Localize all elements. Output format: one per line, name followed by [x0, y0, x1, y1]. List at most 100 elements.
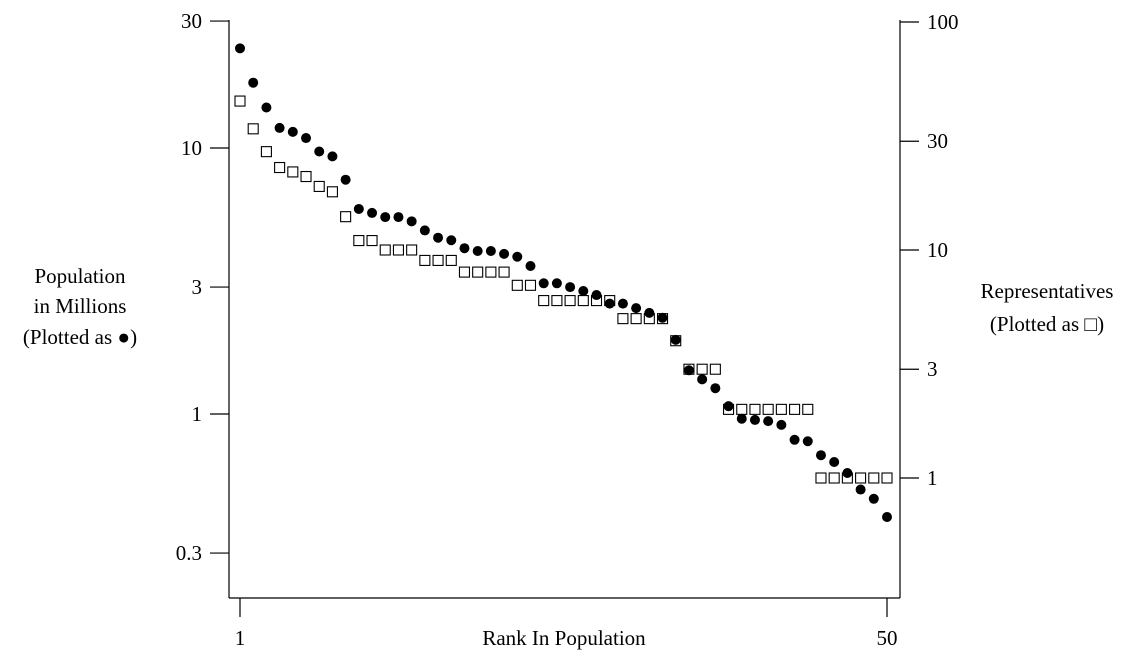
representatives-series	[234, 95, 893, 484]
population-point	[829, 457, 840, 468]
representatives-point	[868, 472, 880, 484]
population-point	[591, 290, 602, 301]
population-point	[868, 493, 879, 504]
left-axis-label-line-3: (Plotted as ●)	[23, 325, 137, 349]
population-point	[287, 126, 298, 137]
population-point	[551, 278, 562, 289]
population-point	[670, 334, 681, 345]
representatives-point	[300, 170, 312, 183]
population-point	[340, 174, 351, 185]
population-point	[815, 450, 826, 461]
x-tick-label: 50	[877, 626, 898, 650]
representatives-point	[736, 403, 748, 415]
representatives-point	[617, 313, 629, 325]
left-tick-label: 10	[181, 136, 202, 160]
right-tick-label: 1	[927, 466, 938, 490]
right-axis-ticks: 1 3 10 30 100	[900, 10, 959, 490]
population-point	[235, 43, 245, 54]
right-tick-label: 3	[927, 357, 938, 381]
representatives-point	[379, 244, 391, 256]
population-point	[763, 416, 774, 427]
population-point	[367, 207, 378, 218]
population-point	[419, 225, 430, 236]
population-point	[446, 235, 457, 246]
representatives-point	[775, 403, 787, 415]
representatives-point	[234, 95, 246, 107]
representatives-point	[881, 472, 893, 484]
population-point	[499, 248, 510, 259]
representatives-point	[696, 363, 708, 375]
population-series	[235, 43, 892, 522]
population-point	[459, 243, 470, 254]
population-point	[512, 251, 523, 262]
representatives-point	[498, 266, 510, 278]
representatives-point	[406, 244, 418, 256]
right-tick-label: 10	[927, 238, 948, 262]
x-tick-label: 1	[235, 626, 246, 650]
population-point	[644, 307, 655, 318]
representatives-point	[247, 123, 259, 135]
representatives-point	[392, 244, 404, 256]
left-axis-label: Population in Millions (Plotted as ●)	[23, 264, 137, 349]
population-point	[353, 203, 364, 214]
representatives-point	[366, 235, 378, 247]
population-point	[380, 212, 391, 223]
x-axis-ticks: 1 50	[235, 598, 898, 650]
x-axis-label: Rank In Population	[482, 626, 646, 650]
representatives-point	[828, 472, 840, 484]
representatives-point	[749, 403, 761, 415]
population-point	[776, 419, 787, 430]
representatives-point	[458, 266, 471, 278]
population-point	[433, 232, 444, 243]
population-point	[789, 434, 800, 445]
representatives-point	[260, 146, 272, 158]
population-point	[855, 484, 866, 495]
representatives-point	[340, 211, 352, 223]
right-tick-label: 30	[927, 129, 948, 153]
population-point	[683, 365, 694, 376]
population-point	[472, 245, 483, 256]
representatives-point	[538, 295, 550, 307]
representatives-point	[551, 295, 563, 307]
population-point	[604, 298, 615, 309]
representatives-point	[815, 472, 827, 484]
representatives-point	[762, 403, 774, 415]
left-axis-label-line-2: in Millions	[34, 294, 127, 318]
representatives-point	[419, 254, 431, 266]
population-point	[749, 414, 760, 425]
representatives-point	[524, 279, 537, 291]
population-point	[248, 77, 259, 88]
plot-frame	[228, 20, 901, 599]
representatives-point	[577, 295, 589, 307]
population-point	[710, 383, 721, 394]
representatives-point	[445, 254, 457, 266]
population-point	[736, 413, 747, 424]
population-point	[314, 146, 325, 157]
right-axis-label: Representatives (Plotted as □)	[981, 279, 1114, 336]
representatives-point	[564, 295, 576, 307]
population-point	[301, 133, 312, 144]
population-point	[617, 298, 628, 309]
population-point	[723, 401, 734, 412]
population-point	[485, 245, 496, 256]
left-tick-label: 1	[192, 402, 203, 426]
left-tick-label: 3	[192, 275, 203, 299]
representatives-point	[802, 403, 814, 415]
representatives-point	[287, 166, 299, 178]
population-point	[565, 282, 576, 293]
population-point	[538, 278, 549, 289]
representatives-point	[274, 161, 286, 174]
population-point	[657, 312, 668, 323]
population-point	[261, 102, 272, 113]
representatives-point	[511, 279, 523, 291]
representatives-point	[353, 235, 365, 247]
representatives-point	[789, 403, 801, 415]
right-tick-label: 100	[927, 10, 959, 34]
left-axis-ticks: 0.3 1 3 10 30	[176, 9, 229, 565]
representatives-point	[485, 266, 497, 278]
population-point	[631, 303, 642, 314]
population-point	[327, 151, 338, 162]
representatives-point	[432, 254, 444, 266]
representatives-point	[855, 472, 867, 484]
